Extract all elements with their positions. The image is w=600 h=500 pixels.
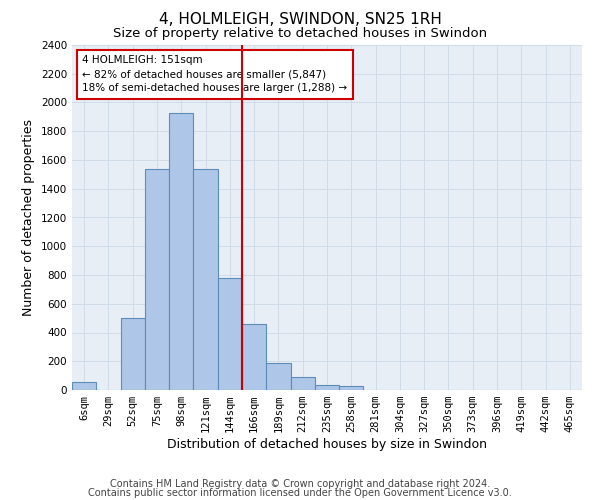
Y-axis label: Number of detached properties: Number of detached properties <box>22 119 35 316</box>
Text: Size of property relative to detached houses in Swindon: Size of property relative to detached ho… <box>113 28 487 40</box>
Bar <box>266 364 290 390</box>
Bar <box>290 377 315 390</box>
Bar <box>169 112 193 390</box>
Bar <box>193 168 218 390</box>
Bar <box>145 168 169 390</box>
Bar <box>315 385 339 390</box>
Bar <box>242 324 266 390</box>
Text: 4 HOLMLEIGH: 151sqm
← 82% of detached houses are smaller (5,847)
18% of semi-det: 4 HOLMLEIGH: 151sqm ← 82% of detached ho… <box>82 56 347 94</box>
Text: 4, HOLMLEIGH, SWINDON, SN25 1RH: 4, HOLMLEIGH, SWINDON, SN25 1RH <box>158 12 442 28</box>
X-axis label: Distribution of detached houses by size in Swindon: Distribution of detached houses by size … <box>167 438 487 451</box>
Text: Contains public sector information licensed under the Open Government Licence v3: Contains public sector information licen… <box>88 488 512 498</box>
Text: Contains HM Land Registry data © Crown copyright and database right 2024.: Contains HM Land Registry data © Crown c… <box>110 479 490 489</box>
Bar <box>339 386 364 390</box>
Bar <box>218 278 242 390</box>
Bar <box>72 382 96 390</box>
Bar <box>121 318 145 390</box>
